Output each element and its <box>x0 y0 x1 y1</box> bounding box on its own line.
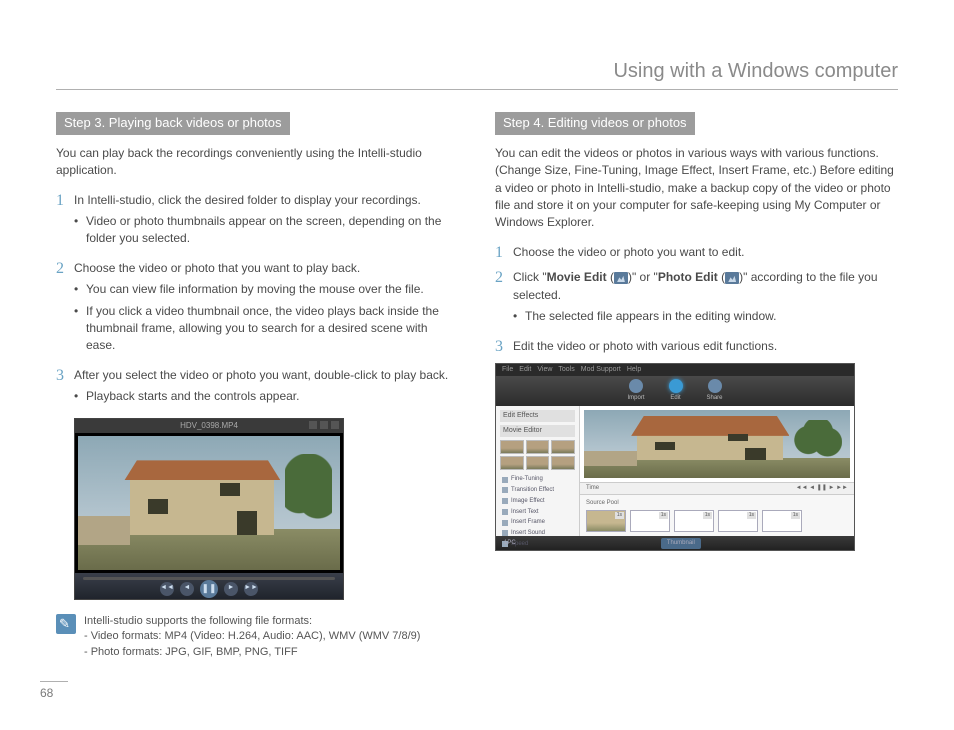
next-icon: ►► <box>244 582 258 596</box>
note-line-2: - Video formats: MP4 (Video: H.264, Audi… <box>84 629 420 645</box>
page-title: Using with a Windows computer <box>56 60 898 90</box>
step-number: 1 <box>495 244 513 262</box>
fx-item: Insert Frame <box>500 517 575 528</box>
step4-item-2-bullet-0: The selected file appears in the editing… <box>525 308 777 325</box>
forward-icon: ► <box>224 582 238 596</box>
note-line-1: Intelli-studio supports the following fi… <box>84 614 420 630</box>
menu-item: View <box>537 364 552 376</box>
sidebar-title-2: Movie Editor <box>500 425 575 437</box>
window-buttons <box>309 421 339 429</box>
step3-intro: You can play back the recordings conveni… <box>56 145 459 180</box>
note-line-3: - Photo formats: JPG, GIF, BMP, PNG, TIF… <box>84 645 420 661</box>
step3-item-3-text: After you select the video or photo you … <box>74 368 448 382</box>
step4-item-2-mid: ( <box>607 270 614 284</box>
step4-intro: You can edit the videos or photos in var… <box>495 145 898 232</box>
photo-edit-label: Photo Edit <box>658 270 718 284</box>
bullet-mark: • <box>513 308 525 325</box>
tab-label: Share <box>707 394 723 403</box>
bullet-mark: • <box>74 213 86 248</box>
timeline-clip: 1s <box>630 510 670 532</box>
menu-item: Edit <box>519 364 531 376</box>
fx-item: Insert Text <box>500 507 575 518</box>
effect-thumbs <box>500 440 575 470</box>
step3-item-2-bullet-0: You can view file information by moving … <box>86 281 424 298</box>
step4-item-2-mid2: )" or " <box>628 270 658 284</box>
play-icon: ❚❚ <box>200 580 218 598</box>
bullet-mark: • <box>74 388 86 405</box>
step4-item-1: 1 Choose the video or photo you want to … <box>495 244 898 262</box>
movie-edit-icon <box>614 272 628 284</box>
step3-item-2-bullet-1: If you click a video thumbnail once, the… <box>86 303 459 355</box>
prev-icon: ◄◄ <box>160 582 174 596</box>
step4-item-1-text: Choose the video or photo you want to ed… <box>513 245 745 259</box>
step-number: 3 <box>56 367 74 410</box>
step-number: 1 <box>56 192 74 252</box>
timeline-clip: 1s <box>674 510 714 532</box>
step-number: 2 <box>56 260 74 359</box>
player-frame <box>75 433 343 573</box>
movie-edit-label: Movie Edit <box>547 270 607 284</box>
editor-menubar: File Edit View Tools Mod Support Help <box>496 364 854 376</box>
step4-header: Step 4. Editing videos or photos <box>495 112 695 135</box>
step4-item-3: 3 Edit the video or photo with various e… <box>495 338 898 356</box>
timeline-clip: 1s <box>586 510 626 532</box>
step-number: 2 <box>495 269 513 329</box>
menu-item: File <box>502 364 513 376</box>
step3-item-2: 2 Choose the video or photo that you wan… <box>56 260 459 359</box>
timeline-label: Source Pool <box>586 499 848 508</box>
transport-icons: ◄◄ ◄ ❚❚ ► ►► <box>796 484 848 493</box>
step3-item-3-bullet-0: Playback starts and the controls appear. <box>86 388 299 405</box>
footer-tab: Thumbnail <box>661 538 701 549</box>
step3-item-1: 1 In Intelli-studio, click the desired f… <box>56 192 459 252</box>
editor-toolbar: Import Edit Share <box>496 376 854 406</box>
step3-item-1-text: In Intelli-studio, click the desired fol… <box>74 193 421 207</box>
video-player-screenshot: HDV_0398.MP4 ◄◄ ◄ ❚❚ ► ►► <box>74 418 344 600</box>
step3-item-1-bullet-0: Video or photo thumbnails appear on the … <box>86 213 459 248</box>
footer-left-label: 1PC <box>504 539 516 548</box>
menu-item: Help <box>627 364 641 376</box>
editor-preview <box>584 410 850 478</box>
timeline-clip: 1s <box>718 510 758 532</box>
column-right: Step 4. Editing videos or photos You can… <box>495 112 898 661</box>
fx-item: Image Effect <box>500 496 575 507</box>
timeline-clip: 1s <box>762 510 802 532</box>
tab-label: Import <box>627 394 644 403</box>
note-icon <box>56 614 76 634</box>
player-titlebar: HDV_0398.MP4 <box>75 419 343 433</box>
preview-controls: Time ◄◄ ◄ ❚❚ ► ►► <box>580 482 854 494</box>
fx-item: Fine-Tuning <box>500 474 575 485</box>
photo-edit-icon <box>725 272 739 284</box>
tab-import: Import <box>627 379 644 403</box>
menu-item: Mod Support <box>581 364 621 376</box>
rewind-icon: ◄ <box>180 582 194 596</box>
step4-item-2-pre: Click " <box>513 270 547 284</box>
editor-screenshot: File Edit View Tools Mod Support Help Im… <box>495 363 855 551</box>
time-label: Time <box>586 484 599 493</box>
step4-item-2: 2 Click "Movie Edit ( )" or "Photo Edit (… <box>495 269 898 329</box>
page-number: 68 <box>40 681 68 700</box>
sidebar-title-1: Edit Effects <box>500 410 575 422</box>
player-title-text: HDV_0398.MP4 <box>180 419 238 433</box>
tab-share: Share <box>707 379 723 403</box>
menu-item: Tools <box>558 364 574 376</box>
fx-item: Insert Sound <box>500 528 575 539</box>
tab-edit: Edit <box>669 379 683 403</box>
editor-timeline: Source Pool 1s 1s 1s 1s 1s <box>580 494 854 536</box>
fx-item: Transition Effect <box>500 485 575 496</box>
column-left: Step 3. Playing back videos or photos Yo… <box>56 112 459 661</box>
tab-label: Edit <box>670 394 680 403</box>
bullet-mark: • <box>74 281 86 298</box>
step4-item-2-mid3: ( <box>718 270 725 284</box>
note-block: Intelli-studio supports the following fi… <box>56 614 459 662</box>
editor-sidebar: Edit Effects Movie Editor Fine-Tuning Tr… <box>496 406 580 536</box>
step3-header: Step 3. Playing back videos or photos <box>56 112 290 135</box>
step3-item-3: 3 After you select the video or photo yo… <box>56 367 459 410</box>
editor-main: Time ◄◄ ◄ ❚❚ ► ►► Source Pool 1s 1s 1s 1… <box>580 406 854 536</box>
bullet-mark: • <box>74 303 86 355</box>
step-number: 3 <box>495 338 513 356</box>
step3-item-2-text: Choose the video or photo that you want … <box>74 261 360 275</box>
step4-item-3-text: Edit the video or photo with various edi… <box>513 339 777 353</box>
player-controls: ◄◄ ◄ ❚❚ ► ►► <box>75 573 343 599</box>
